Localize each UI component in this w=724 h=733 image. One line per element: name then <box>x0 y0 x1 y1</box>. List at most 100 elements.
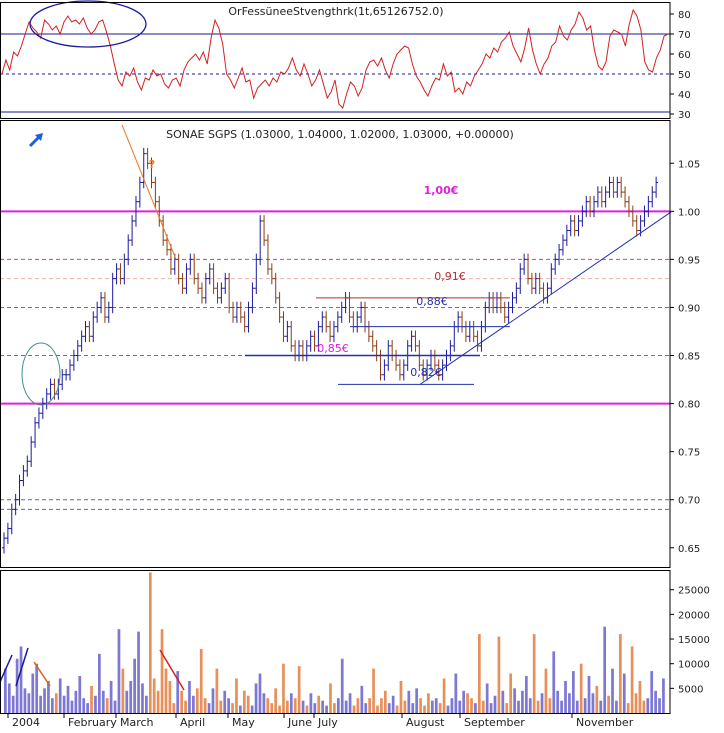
volume-bar <box>129 680 133 713</box>
volume-bar <box>446 705 450 713</box>
volume-bar <box>493 695 497 713</box>
volume-bar <box>305 705 309 713</box>
volume-bar <box>286 700 289 713</box>
volume-bar <box>145 695 148 713</box>
volume-bar <box>650 671 654 713</box>
volume-bar <box>477 634 481 713</box>
price-title: SONAE SGPS (1.03000, 1.04000, 1.02000, 1… <box>166 128 514 141</box>
volume-bar <box>82 698 86 713</box>
volume-bar <box>297 666 301 713</box>
volume-bar <box>344 700 348 713</box>
volume-bar <box>211 688 215 713</box>
volume-bar <box>387 703 391 713</box>
volume-bar <box>293 698 297 713</box>
volume-trend-line <box>159 649 185 691</box>
volume-bar <box>360 685 364 713</box>
volume-bar <box>39 695 42 713</box>
volume-bar <box>540 693 544 713</box>
volume-bar <box>442 678 446 713</box>
volume-bar <box>180 690 183 713</box>
price-annotation-label: 0,91€ <box>434 270 466 283</box>
volume-bar <box>564 680 567 713</box>
volume-bar <box>246 695 250 713</box>
price-highlight-ellipse <box>21 342 61 406</box>
volume-bar <box>568 693 571 713</box>
indicator-tick-label: 60 <box>678 50 691 61</box>
volume-bar <box>403 700 407 713</box>
volume-bar <box>352 705 356 713</box>
volume-tick-label: 15000 <box>678 635 710 646</box>
volume-bar <box>160 629 164 713</box>
volume-bar <box>595 685 599 713</box>
volume-bar <box>262 693 266 713</box>
time-tick-label: March <box>120 716 154 729</box>
volume-bar <box>611 668 614 713</box>
time-tick-label: 2004 <box>12 716 40 729</box>
volume-bar <box>501 690 505 713</box>
uptrend-line <box>419 210 673 385</box>
volume-bar <box>31 673 35 713</box>
volume-bar <box>497 636 501 713</box>
volume-bar <box>571 671 575 713</box>
volume-bar <box>23 688 27 713</box>
volume-bar <box>544 668 548 713</box>
time-tick-label: July <box>317 716 338 729</box>
volume-bar <box>70 700 74 713</box>
volume-bar <box>156 690 160 713</box>
time-tick-label: April <box>180 716 205 729</box>
volume-bar <box>513 688 516 713</box>
volume-bar <box>203 698 207 713</box>
volume-bar <box>622 673 626 713</box>
volume-bar <box>278 705 281 713</box>
volume-bar <box>184 700 187 713</box>
volume-bar <box>199 648 203 713</box>
price-tick-label: 0.85 <box>678 352 700 363</box>
volume-bar <box>94 695 97 713</box>
volume-bar <box>419 698 422 713</box>
price-tick-label: 0.95 <box>678 255 700 266</box>
volume-bar <box>399 680 403 713</box>
price-tick-label: 0.90 <box>678 303 700 314</box>
volume-tick-label: 5000 <box>678 684 703 695</box>
price-panel: 0.65 0.70 0.75 0.80 0.85 0.90 0.95 1.00 1.05 1,00… <box>0 124 700 555</box>
volume-bar <box>282 663 285 713</box>
volume-bar <box>638 680 642 713</box>
volume-panel: 5000 10000 15000 20000 25000 <box>0 572 710 713</box>
volume-bar <box>560 700 563 713</box>
volume-bar <box>356 698 360 713</box>
volume-bar <box>207 703 211 713</box>
price-tick-label: 0.65 <box>678 544 700 555</box>
volume-bar <box>239 705 242 713</box>
volume-bar <box>575 700 579 713</box>
volume-bar <box>548 698 552 713</box>
volume-bar <box>587 676 591 713</box>
volume-bar <box>242 690 246 713</box>
volume-bar <box>411 703 415 713</box>
price-annotation-label: 1,00€ <box>424 184 459 197</box>
volume-tick-label: 20000 <box>678 610 710 621</box>
volume-bar <box>642 700 646 713</box>
indicator-tick-label: 50 <box>678 70 691 81</box>
volume-bar <box>74 690 78 713</box>
volume-bar <box>227 698 230 713</box>
price-tick-label: 0.75 <box>678 448 700 459</box>
volume-bar <box>450 698 454 713</box>
volume-bar <box>407 690 411 713</box>
volume-bar <box>113 700 117 713</box>
volume-bar <box>235 678 238 713</box>
volume-bar <box>485 683 489 713</box>
volume-bar <box>101 690 105 713</box>
volume-bar <box>125 690 129 713</box>
volume-bar <box>524 676 528 713</box>
volume-bar <box>301 700 305 713</box>
volume-bar <box>579 663 583 713</box>
indicator-panel: 30 40 50 60 70 80 <box>0 0 691 121</box>
indicator-line <box>1 8 669 109</box>
volume-bar <box>348 693 352 713</box>
volume-bar <box>364 703 368 713</box>
volume-bar <box>434 698 438 713</box>
price-annotation-label: 0,85€ <box>317 342 349 355</box>
volume-bar <box>313 703 317 713</box>
